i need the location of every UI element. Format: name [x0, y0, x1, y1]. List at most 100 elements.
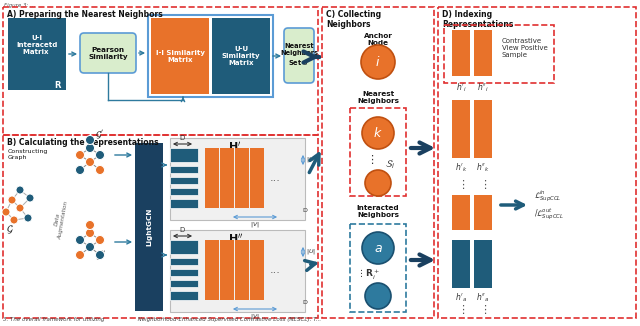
- Bar: [3, 135, 318, 318]
- Text: $\mathcal{G}'$: $\mathcal{G}'$: [95, 128, 104, 141]
- Bar: [235, 240, 249, 300]
- Text: D: D: [302, 300, 307, 304]
- Text: $i$: $i$: [375, 55, 381, 69]
- Circle shape: [76, 235, 84, 244]
- Text: $h''_a$: $h''_a$: [476, 292, 490, 304]
- Bar: [170, 148, 198, 162]
- Bar: [170, 230, 305, 312]
- Bar: [151, 18, 209, 94]
- Text: $\mathcal{G}''$: $\mathcal{G}''$: [95, 249, 106, 261]
- Text: 3. The overall framework for utilizing                   Neighborhood-Enhanced S: 3. The overall framework for utilizing N…: [3, 317, 321, 322]
- Circle shape: [362, 117, 394, 149]
- Bar: [3, 7, 318, 135]
- Text: ...: ...: [270, 173, 281, 183]
- Text: Constructing
Graph: Constructing Graph: [8, 149, 49, 160]
- Bar: [452, 100, 470, 158]
- Text: U-U
Similarity
Matrix: U-U Similarity Matrix: [221, 46, 260, 66]
- Text: $\vdots\mathbf{R}_i^+$: $\vdots\mathbf{R}_i^+$: [356, 268, 380, 282]
- Bar: [170, 188, 198, 195]
- Circle shape: [76, 151, 84, 159]
- Text: $\vdots$: $\vdots$: [457, 303, 465, 316]
- Bar: [235, 148, 249, 208]
- Bar: [148, 15, 273, 97]
- FancyBboxPatch shape: [80, 33, 136, 73]
- Text: $\mathcal{L}^{in}_{SupCCL}$
/$\mathcal{L}^{out}_{SupCCL}$: $\mathcal{L}^{in}_{SupCCL}$ /$\mathcal{L…: [534, 188, 564, 221]
- Text: $\mathbf{H}^{\prime\prime}$: $\mathbf{H}^{\prime\prime}$: [228, 232, 244, 245]
- Text: B) Calculating the Representations: B) Calculating the Representations: [7, 138, 159, 147]
- Text: $h''_k$: $h''_k$: [476, 162, 490, 174]
- Circle shape: [86, 143, 95, 153]
- Bar: [170, 291, 198, 300]
- Text: |$V$|: |$V$|: [250, 220, 260, 229]
- Text: U-I
Interacetd
Matrix: U-I Interacetd Matrix: [16, 35, 58, 55]
- Bar: [135, 143, 163, 311]
- Circle shape: [26, 194, 34, 202]
- Bar: [220, 148, 234, 208]
- Text: $a$: $a$: [374, 242, 383, 255]
- Circle shape: [95, 235, 104, 244]
- Circle shape: [16, 186, 24, 194]
- Circle shape: [86, 136, 95, 144]
- Bar: [322, 7, 434, 318]
- Circle shape: [86, 229, 95, 238]
- Text: Nearest
Neighbors: Nearest Neighbors: [357, 91, 399, 104]
- Bar: [474, 30, 492, 76]
- Text: $h''_i$: $h''_i$: [477, 82, 489, 95]
- Bar: [474, 100, 492, 158]
- Text: D: D: [179, 227, 184, 233]
- Text: $h'_k$: $h'_k$: [454, 162, 467, 174]
- Bar: [170, 240, 198, 254]
- Circle shape: [95, 166, 104, 174]
- Text: $h'_a$: $h'_a$: [455, 292, 467, 304]
- Text: |$U$|: |$U$|: [306, 247, 316, 257]
- Text: $\mathbf{H}'$: $\mathbf{H}'$: [228, 140, 241, 153]
- Bar: [452, 240, 470, 288]
- Bar: [8, 18, 66, 90]
- Circle shape: [24, 214, 32, 222]
- Text: $\vdots$: $\vdots$: [457, 178, 465, 191]
- Circle shape: [2, 208, 10, 216]
- Bar: [350, 108, 406, 196]
- Circle shape: [95, 151, 104, 159]
- Text: $\vdots$: $\vdots$: [366, 153, 374, 166]
- Text: Figure 3: ...: Figure 3: ...: [4, 3, 35, 8]
- Text: $k$: $k$: [373, 126, 383, 140]
- Circle shape: [76, 250, 84, 259]
- Text: D: D: [179, 135, 184, 141]
- Bar: [250, 148, 264, 208]
- Text: $\mathcal{G}$: $\mathcal{G}$: [6, 224, 13, 236]
- Bar: [170, 258, 198, 265]
- Bar: [474, 195, 492, 230]
- Text: D: D: [302, 208, 307, 213]
- Circle shape: [86, 220, 95, 230]
- Text: ...: ...: [270, 265, 281, 275]
- Circle shape: [95, 250, 104, 259]
- Text: Pearson
Similarity: Pearson Similarity: [88, 47, 128, 60]
- Circle shape: [16, 204, 24, 212]
- Circle shape: [361, 45, 395, 79]
- Bar: [452, 30, 470, 76]
- Text: $\vdots$: $\vdots$: [479, 303, 487, 316]
- Text: Anchor
Node: Anchor Node: [364, 33, 392, 46]
- Text: LightGCN: LightGCN: [146, 208, 152, 246]
- Text: C) Collecting
Neighbors: C) Collecting Neighbors: [326, 10, 381, 29]
- Circle shape: [86, 243, 95, 251]
- Circle shape: [76, 166, 84, 174]
- Bar: [444, 25, 554, 83]
- Circle shape: [10, 216, 18, 224]
- Bar: [205, 148, 219, 208]
- FancyBboxPatch shape: [284, 28, 314, 83]
- Bar: [220, 240, 234, 300]
- Text: Nearest
Neighbors
Set $\mathcal{S}$: Nearest Neighbors Set $\mathcal{S}$: [280, 43, 318, 67]
- Bar: [170, 199, 198, 208]
- Text: Interacted
Neighbors: Interacted Neighbors: [356, 205, 399, 218]
- Bar: [350, 224, 406, 312]
- Circle shape: [362, 232, 394, 264]
- Bar: [474, 240, 492, 288]
- Circle shape: [365, 283, 391, 309]
- Circle shape: [86, 157, 95, 167]
- Bar: [250, 240, 264, 300]
- Bar: [205, 240, 219, 300]
- Bar: [170, 177, 198, 184]
- Text: |$U$|: |$U$|: [306, 156, 316, 165]
